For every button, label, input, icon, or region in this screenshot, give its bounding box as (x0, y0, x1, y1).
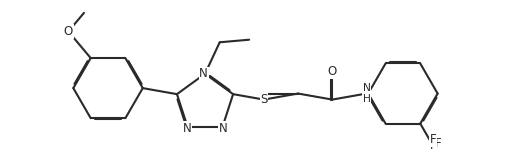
Text: N
H: N H (362, 83, 370, 104)
Text: N: N (182, 122, 191, 135)
Text: S: S (260, 93, 267, 106)
Text: F: F (429, 133, 436, 146)
Text: F: F (429, 139, 436, 152)
Text: N: N (199, 67, 208, 80)
Text: O: O (327, 66, 336, 78)
Text: F: F (434, 137, 440, 150)
Text: O: O (64, 25, 73, 38)
Text: N: N (218, 122, 227, 135)
